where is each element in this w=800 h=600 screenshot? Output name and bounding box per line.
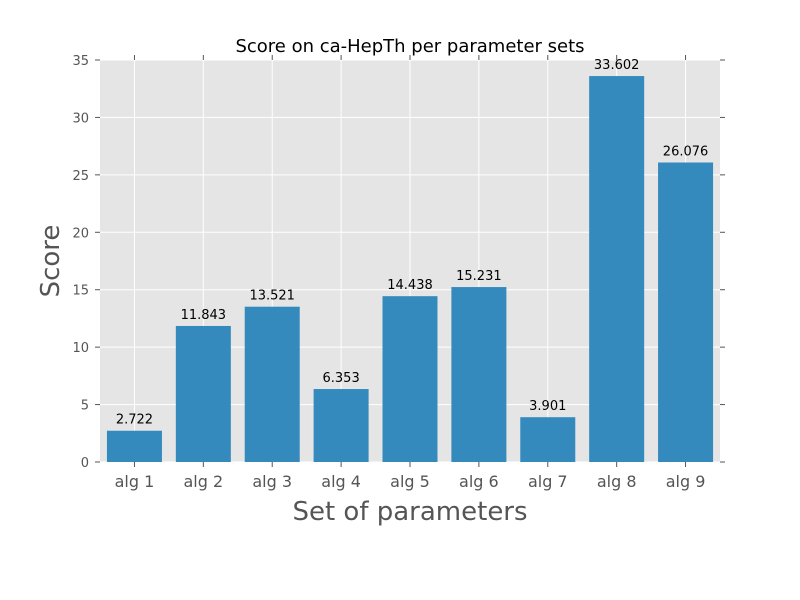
bar-alg-7 <box>520 417 576 462</box>
y-tick-label: 10 <box>72 341 89 356</box>
bar-value-label: 14.438 <box>387 278 433 293</box>
bar-value-label: 13.521 <box>249 289 295 304</box>
y-tick-label: 20 <box>72 226 89 241</box>
bar-value-label: 33.602 <box>594 58 640 73</box>
y-tick-label: 30 <box>72 111 89 126</box>
x-tick-label: alg 6 <box>459 472 499 491</box>
y-tick-label: 35 <box>72 54 89 69</box>
bar-alg-8 <box>589 76 645 462</box>
bar-value-label: 26.076 <box>663 144 709 159</box>
x-tick-label: alg 8 <box>597 472 637 491</box>
x-axis-label: Set of parameters <box>292 497 527 527</box>
x-tick-label: alg 2 <box>183 472 223 491</box>
x-tick-label: alg 4 <box>321 472 361 491</box>
bar-value-label: 2.722 <box>116 413 153 428</box>
y-tick-label: 15 <box>72 284 89 299</box>
x-tick-label: alg 7 <box>528 472 568 491</box>
bar-alg-1 <box>106 430 162 462</box>
bar-value-label: 3.901 <box>529 399 566 414</box>
bar-value-label: 11.843 <box>181 308 227 323</box>
bar-value-label: 6.353 <box>323 371 360 386</box>
bar-alg-5 <box>382 296 438 462</box>
x-tick-label: alg 5 <box>390 472 430 491</box>
bars <box>106 76 714 462</box>
x-tick-label: alg 3 <box>252 472 292 491</box>
tick-marks <box>95 55 725 467</box>
bar-alg-4 <box>313 389 369 462</box>
y-tick-label: 25 <box>72 169 89 184</box>
x-tick-labels: alg 1 alg 2 alg 3 alg 4 alg 5 alg 6 alg 7 alg 8… <box>115 472 706 491</box>
bar-alg-9 <box>658 162 714 462</box>
bar-value-labels: 2.722 11.843 13.521 6.353 14.438 15.231 3.901 3… <box>116 58 708 428</box>
x-tick-label: alg 1 <box>115 472 155 491</box>
bar-alg-2 <box>175 325 231 462</box>
chart-title: Score on ca-HepTh per parameter sets <box>235 36 584 57</box>
bar-value-label: 15.231 <box>456 269 502 284</box>
y-tick-label: 0 <box>81 456 89 471</box>
bar-alg-6 <box>451 287 507 462</box>
x-tick-label: alg 9 <box>666 472 706 491</box>
y-tick-labels: 0 5 10 15 20 25 30 35 <box>72 54 89 471</box>
bar-alg-3 <box>244 306 300 462</box>
y-tick-label: 5 <box>81 399 89 414</box>
y-axis-label: Score <box>36 225 66 298</box>
